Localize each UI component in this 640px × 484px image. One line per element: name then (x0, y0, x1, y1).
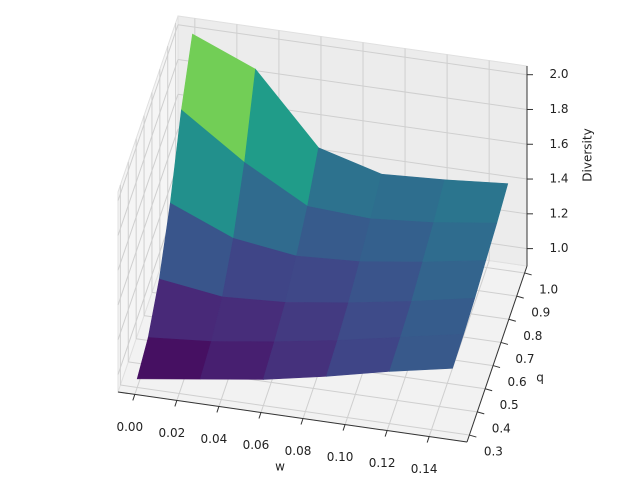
y-tick-label: 0.5 (500, 398, 519, 412)
x-tick (300, 418, 304, 425)
x-tick-label: 0.02 (159, 426, 186, 440)
surface-patch (210, 296, 286, 343)
y-tick (477, 411, 485, 415)
grid-line (117, 94, 179, 271)
y-tick-label: 1.0 (539, 282, 558, 296)
z-tick-label: 1.6 (549, 137, 568, 151)
z-tick-label: 2.0 (549, 67, 568, 81)
y-tick (492, 365, 501, 369)
z-tick-label: 1.0 (549, 241, 568, 255)
x-axis (117, 391, 468, 443)
z-tick-label: 1.4 (549, 172, 568, 186)
z-tick-label: 1.2 (549, 206, 568, 220)
surface-patch (274, 302, 349, 343)
surface-patch (389, 333, 465, 372)
surface-patch (348, 261, 423, 304)
z-tick-label: 1.8 (549, 102, 568, 116)
surface-patch (285, 255, 360, 304)
grid-line (117, 128, 179, 306)
y-tick-label: 0.3 (484, 445, 503, 459)
surface-patch (136, 337, 212, 380)
left-pane (117, 15, 179, 393)
y-tick-label: 0.7 (515, 352, 534, 366)
surface-patch (337, 301, 413, 341)
y-tick-label: 0.6 (508, 375, 527, 389)
x-tick-label: 0.10 (327, 450, 354, 464)
x-axis-label: w (275, 460, 285, 474)
surface-patch (433, 179, 509, 224)
y-tick-label: 0.9 (531, 306, 550, 320)
grid-line (120, 384, 470, 436)
surface-patch (411, 260, 487, 302)
y-axis (466, 265, 528, 443)
grid-line (117, 163, 179, 340)
z-axis-label: Diversity (581, 128, 595, 181)
surface-patch (199, 341, 275, 380)
x-tick-label: 0.12 (369, 456, 396, 470)
y-tick (500, 341, 509, 345)
grid-line (177, 24, 528, 76)
x-tick (258, 412, 262, 419)
grid-line (117, 59, 179, 236)
x-tick (426, 436, 430, 443)
surface-patch (370, 173, 446, 223)
x-tick-label: 0.08 (285, 444, 312, 458)
grid-line (117, 24, 179, 201)
surface-patch (359, 218, 435, 263)
x-tick-label: 0.06 (243, 438, 270, 452)
surface-patch (262, 340, 338, 380)
x-tick (174, 400, 178, 407)
x-tick (342, 424, 346, 431)
y-axis-label: q (536, 371, 544, 385)
y-tick (485, 388, 493, 392)
surface-patch (400, 297, 476, 338)
y-tick-label: 0.4 (492, 421, 511, 435)
x-tick-label: 0.14 (411, 462, 438, 476)
x-tick (132, 394, 136, 401)
y-tick-label: 0.8 (523, 329, 542, 343)
y-tick (524, 272, 532, 276)
x-tick (216, 406, 220, 413)
surface-patch (422, 222, 498, 263)
y-tick (469, 434, 477, 438)
surface-patch (325, 336, 401, 377)
x-tick-label: 0.04 (201, 432, 228, 446)
x-tick-label: 0.00 (116, 420, 143, 434)
y-tick (516, 295, 524, 299)
x-tick (384, 430, 388, 437)
y-tick (508, 318, 516, 322)
